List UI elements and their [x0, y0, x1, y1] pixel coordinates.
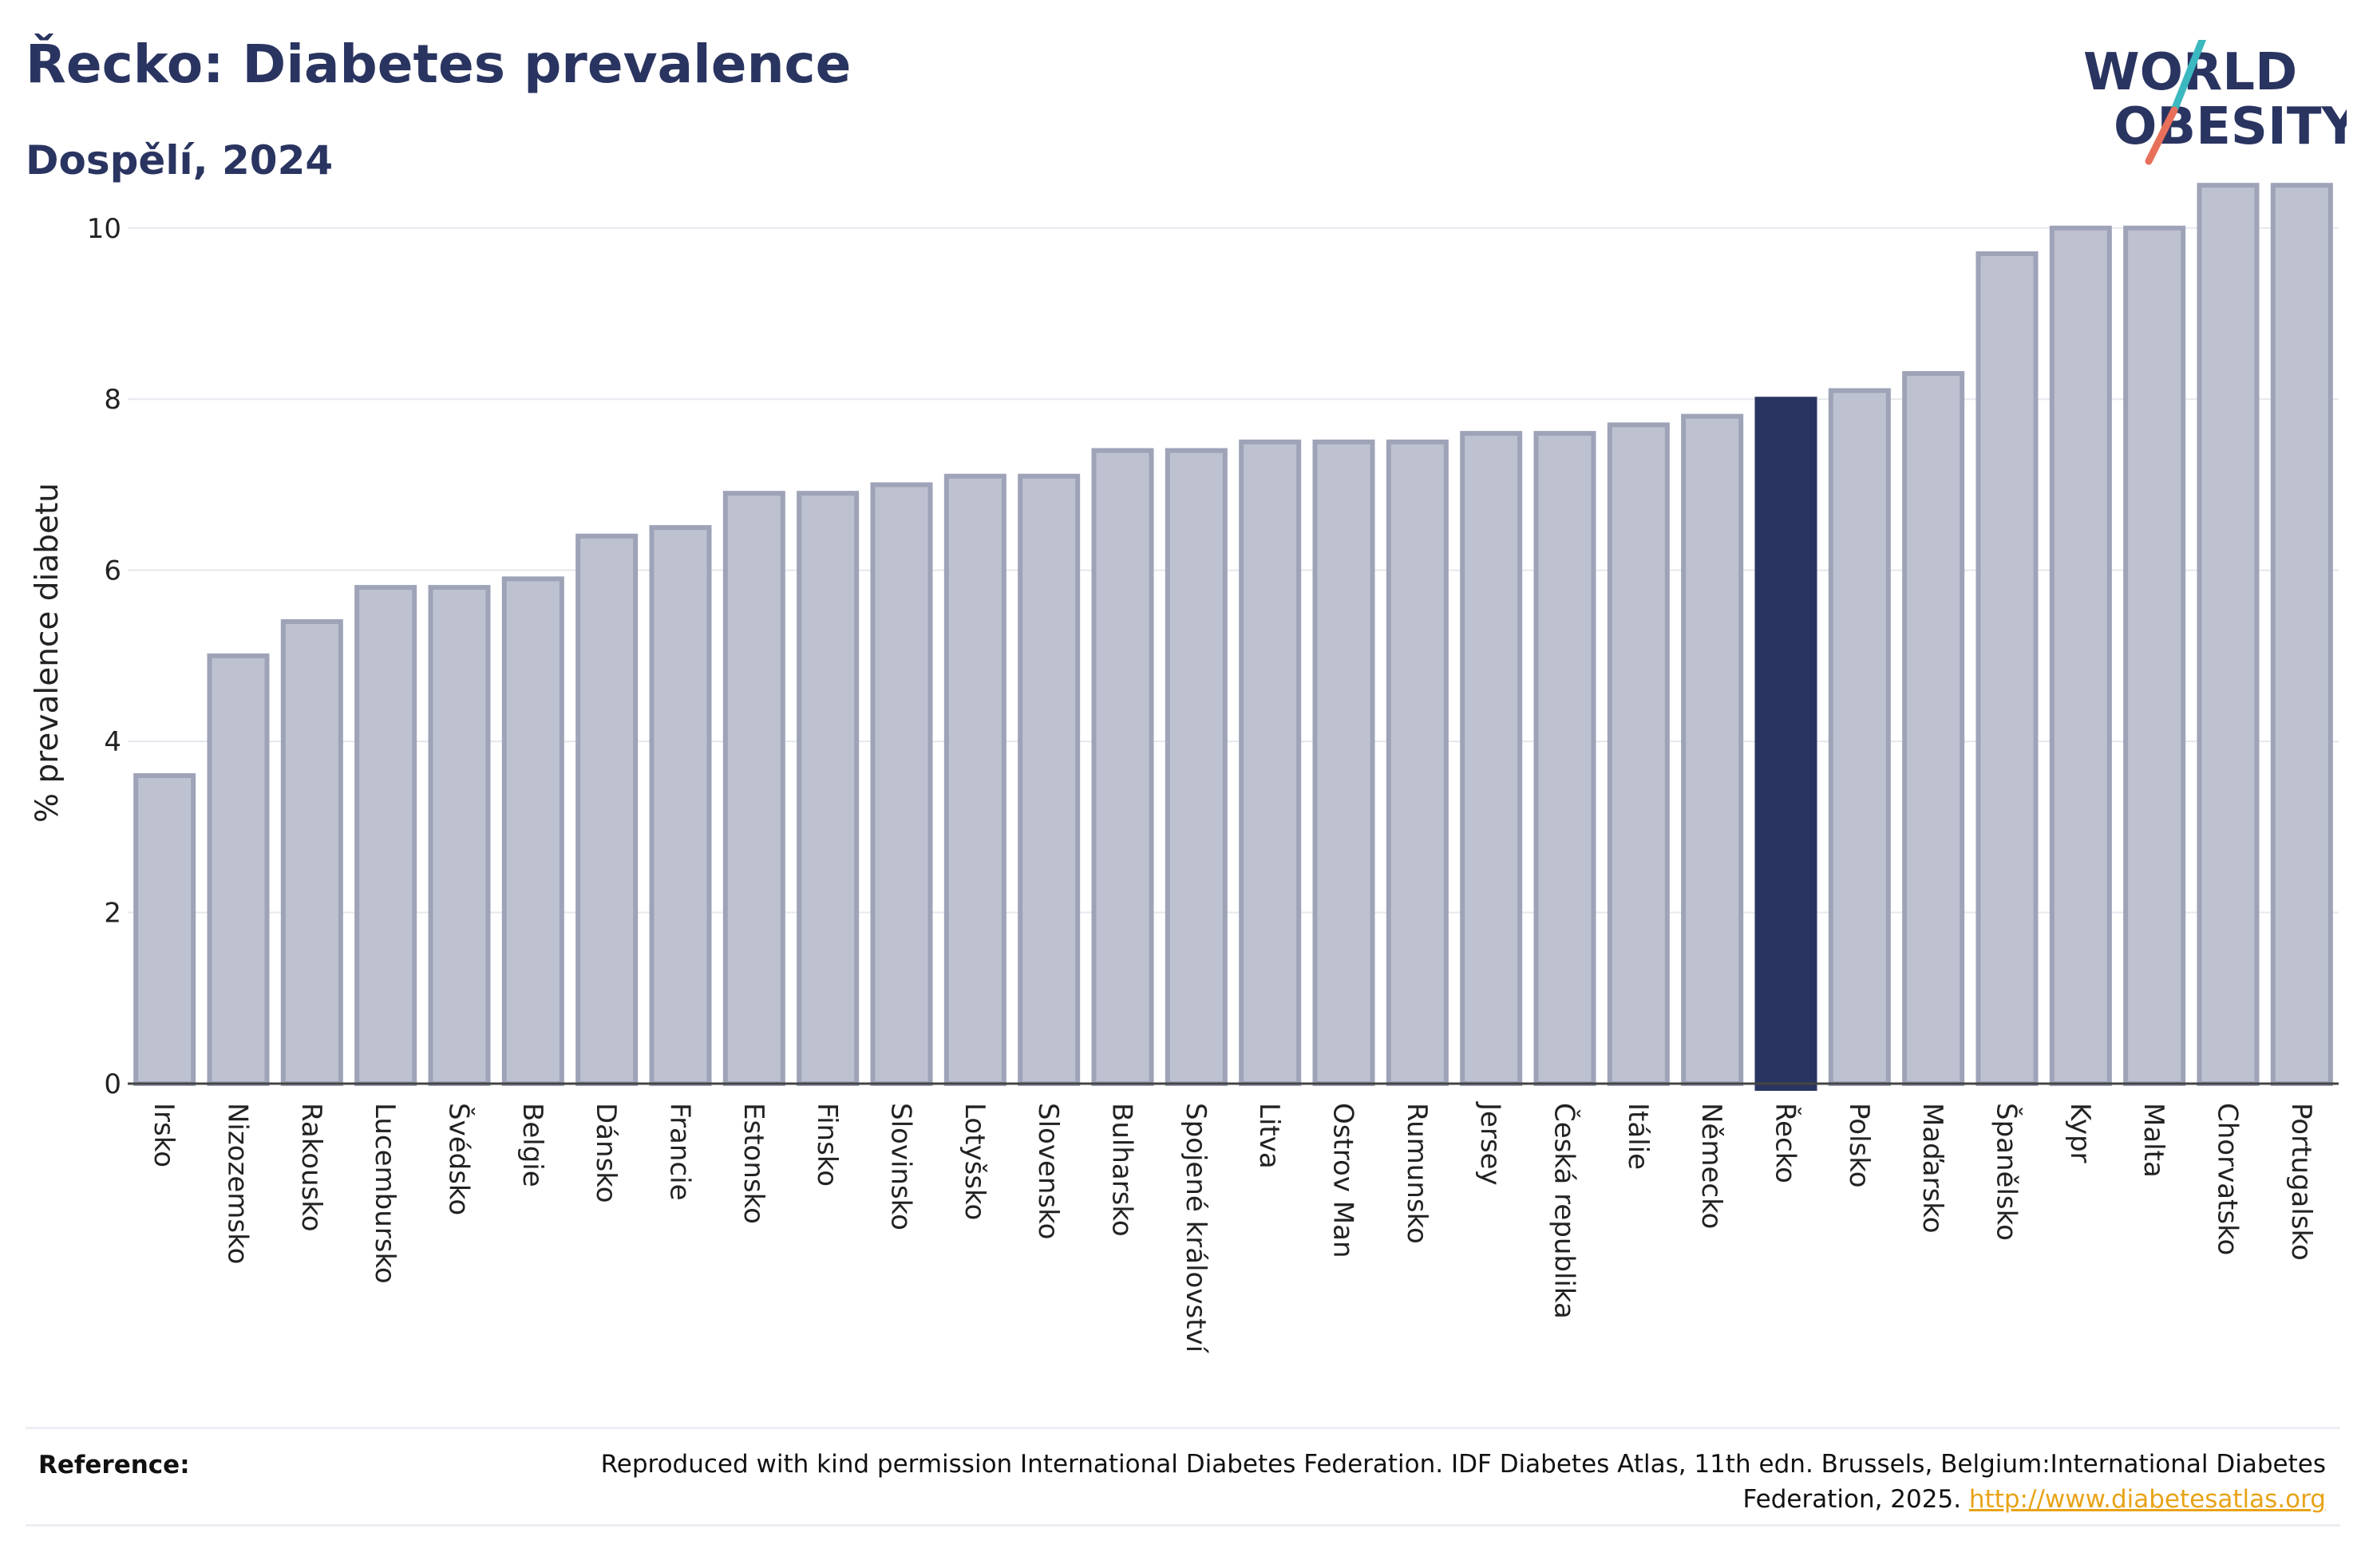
- reference-label: Reference:: [38, 1451, 190, 1479]
- x-tick-label: Ostrov Man: [1327, 1103, 1359, 1258]
- y-tick-label: 4: [104, 726, 121, 758]
- x-tick-label: Bulharsko: [1106, 1103, 1138, 1237]
- bar-Bulharsko: [1091, 448, 1154, 1086]
- x-tick-label: Chorvatsko: [2212, 1103, 2244, 1255]
- bars: [133, 183, 2333, 1091]
- bar-Ostrov Man: [1312, 439, 1375, 1086]
- reference-text: Reproduced with kind permission Internat…: [570, 1447, 2326, 1517]
- bar-Jersey: [1460, 431, 1523, 1086]
- x-tick-label: Nizozemsko: [222, 1103, 254, 1264]
- x-tick-label: Malta: [2138, 1103, 2169, 1178]
- logo-slash-bottom: [2145, 106, 2178, 165]
- bar-Finsko: [797, 491, 860, 1086]
- bar-Kypr: [2049, 225, 2112, 1086]
- x-tick-label: Litva: [1253, 1103, 1285, 1169]
- y-tick-label: 8: [104, 384, 121, 416]
- x-tick-label: Estonsko: [738, 1103, 769, 1224]
- bar-Lucembursko: [354, 585, 417, 1086]
- x-tick-label: Řecko: [1770, 1103, 1802, 1183]
- footer-bottom-divider: [26, 1524, 2340, 1527]
- grid-lines: [128, 227, 2339, 914]
- bar-Belgie: [501, 576, 564, 1086]
- x-tick-label: Kypr: [2064, 1103, 2096, 1163]
- x-tick-label: Lucembursko: [369, 1103, 401, 1284]
- bar-Litva: [1239, 439, 1302, 1086]
- bar-Španělsko: [1975, 251, 2039, 1086]
- x-tick-label: Dánsko: [590, 1103, 622, 1203]
- bar-Nizozemsko: [207, 653, 270, 1086]
- world-obesity-logo: WORLD OBESITY: [2083, 40, 2347, 165]
- bar-Slovensko: [1018, 473, 1081, 1086]
- bar-Maďarsko: [1902, 371, 1965, 1086]
- bar-Chorvatsko: [2197, 183, 2260, 1087]
- x-tick-label: Belgie: [516, 1103, 548, 1187]
- x-tick-label: Portugalsko: [2285, 1103, 2317, 1261]
- x-tick-label: Španělsko: [1991, 1103, 2023, 1241]
- x-tick-label: Lotyšsko: [959, 1103, 991, 1220]
- y-tick-label: 2: [104, 898, 121, 930]
- bar-Itálie: [1607, 422, 1670, 1086]
- bar-Slovinsko: [870, 482, 933, 1086]
- bar-Malta: [2123, 225, 2186, 1086]
- x-tick-label: Německo: [1695, 1103, 1727, 1229]
- x-tick-label: Spojené království: [1180, 1103, 1212, 1354]
- bar-Rakousko: [280, 619, 343, 1086]
- x-tick-label: Francie: [664, 1103, 696, 1201]
- bar-Německo: [1681, 413, 1744, 1086]
- logo-slash-top: [2170, 40, 2207, 114]
- bar-Estonsko: [722, 491, 785, 1086]
- y-tick-label: 10: [87, 213, 121, 245]
- x-tick-labels: Irsko Nizozemsko Rakousko Lucembursko Švédsk…: [148, 1101, 2317, 1354]
- x-tick-label: Irsko: [148, 1103, 180, 1167]
- x-tick-label: Jersey: [1474, 1101, 1506, 1186]
- bar-Spojené království: [1165, 448, 1228, 1086]
- bar-Česká republika: [1533, 431, 1596, 1086]
- x-tick-label: Finsko: [811, 1103, 843, 1187]
- x-tick-label: Polsko: [1843, 1103, 1875, 1188]
- reference-link[interactable]: http://www.diabetesatlas.org: [1968, 1485, 2326, 1514]
- y-axis-label: % prevalence diabetu: [30, 483, 65, 823]
- x-tick-label: Česká republika: [1548, 1103, 1581, 1319]
- x-tick-label: Slovensko: [1032, 1103, 1064, 1239]
- x-tick-label: Slovinsko: [885, 1103, 917, 1230]
- footer-top-divider: [26, 1427, 2340, 1429]
- x-tick-label: Švédsko: [443, 1103, 476, 1215]
- chart-title: Řecko: Diabetes prevalence: [26, 34, 852, 95]
- y-tick-label: 6: [104, 555, 121, 587]
- bar-Švédsko: [428, 585, 491, 1086]
- bar-Francie: [649, 525, 712, 1086]
- bar-Řecko: [1754, 397, 1817, 1091]
- x-tick-label: Itálie: [1622, 1103, 1654, 1170]
- y-tick-labels: 0 2 4 6 8 10: [87, 213, 121, 1100]
- bar-Lotyšsko: [943, 473, 1006, 1086]
- x-tick-label: Maďarsko: [1916, 1103, 1948, 1234]
- bar-Dánsko: [575, 533, 639, 1086]
- y-tick-label: 0: [104, 1068, 121, 1100]
- bar-Polsko: [1828, 388, 1891, 1086]
- x-tick-label: Rumunsko: [1401, 1103, 1433, 1244]
- bar-Rumunsko: [1386, 439, 1449, 1086]
- bar-Irsko: [133, 773, 196, 1086]
- reference-body: Reproduced with kind permission Internat…: [600, 1450, 2326, 1514]
- bar-Portugalsko: [2270, 183, 2333, 1087]
- x-tick-label: Rakousko: [295, 1103, 327, 1232]
- chart-subtitle: Dospělí, 2024: [26, 137, 334, 184]
